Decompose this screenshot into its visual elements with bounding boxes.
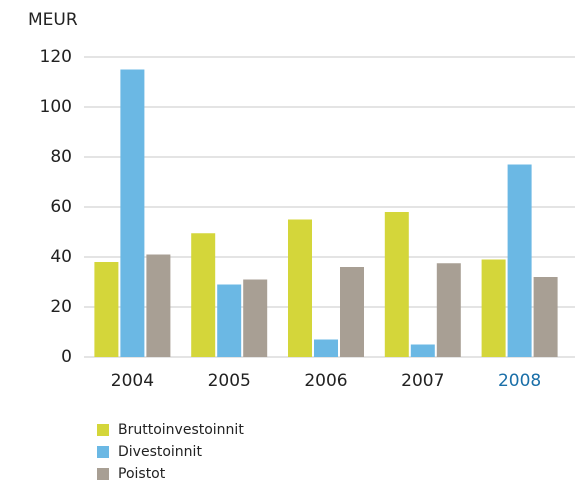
legend-swatch [97,446,109,458]
bar [384,212,409,357]
bar [217,284,242,357]
x-tick-label: 2007 [401,371,444,391]
y-tick-label: 60 [50,197,72,217]
legend: Bruttoinvestoinnit Divestoinnit Poistot [97,422,244,482]
bar [191,233,216,357]
x-tick-label: 2005 [208,371,251,391]
y-tick-label: 40 [50,247,72,267]
x-tick-label: 2004 [111,371,154,391]
y-tick-label: 0 [61,347,72,367]
bar [314,339,338,357]
legend-label: Bruttoinvestoinnit [118,422,244,438]
bar [288,219,312,357]
y-tick-label: 80 [50,147,72,167]
legend-label: Divestoinnit [118,444,202,460]
bar [507,164,532,357]
y-tick-label: 100 [40,97,72,117]
x-tick-label: 2006 [304,371,347,391]
bar [410,344,435,357]
x-tick-label: 2008 [498,371,541,391]
y-axis-label: MEUR [28,10,78,30]
legend-label: Poistot [118,466,166,482]
bar [340,267,364,357]
bar [243,279,268,357]
bar [146,254,171,357]
bar [120,69,145,357]
y-tick-label: 120 [40,47,72,67]
y-tick-label: 20 [50,297,72,317]
bar [94,262,119,357]
bar [533,277,558,357]
legend-swatch [97,468,109,480]
bar [436,263,461,357]
bar [481,259,506,357]
legend-swatch [97,424,109,436]
